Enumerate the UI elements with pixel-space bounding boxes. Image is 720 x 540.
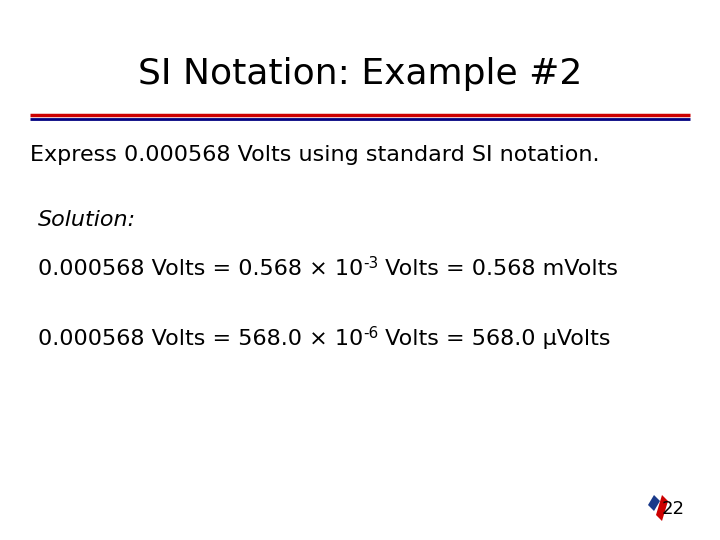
- Text: Solution:: Solution:: [38, 210, 136, 230]
- Text: -3: -3: [364, 256, 379, 271]
- Text: Volts = 0.568 mVolts: Volts = 0.568 mVolts: [379, 259, 618, 279]
- Text: Express 0.000568 Volts using standard SI notation.: Express 0.000568 Volts using standard SI…: [30, 145, 600, 165]
- Text: SI Notation: Example #2: SI Notation: Example #2: [138, 57, 582, 91]
- Text: 0.000568 Volts = 0.568 × 10: 0.000568 Volts = 0.568 × 10: [38, 259, 364, 279]
- Polygon shape: [656, 495, 668, 521]
- Text: 22: 22: [662, 500, 685, 518]
- Polygon shape: [648, 495, 660, 511]
- Text: Volts = 568.0 μVolts: Volts = 568.0 μVolts: [379, 329, 611, 349]
- Text: -6: -6: [364, 326, 379, 341]
- Text: 0.000568 Volts = 568.0 × 10: 0.000568 Volts = 568.0 × 10: [38, 329, 364, 349]
